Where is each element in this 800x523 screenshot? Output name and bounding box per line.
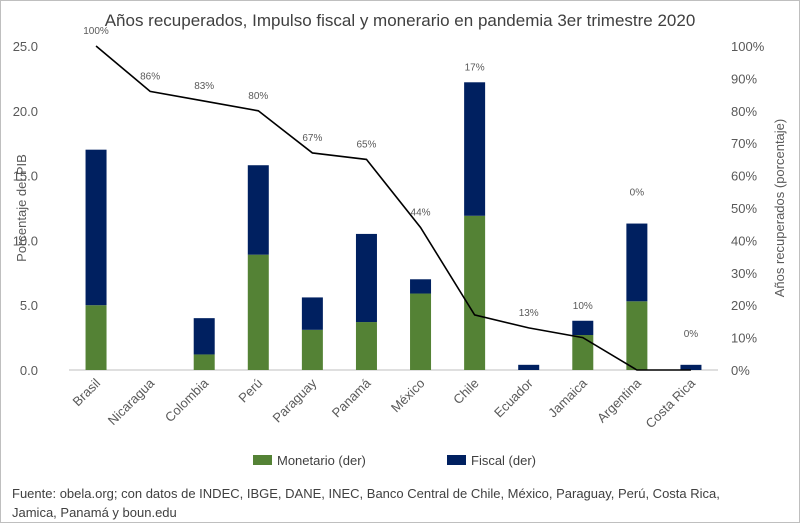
y-tick-label: 20.0 bbox=[13, 104, 38, 119]
bar-fiscal bbox=[355, 233, 377, 323]
y2-tick-label: 90% bbox=[731, 71, 757, 86]
category-label: Brasil bbox=[70, 375, 104, 409]
bar-monetario bbox=[85, 305, 107, 370]
y2-tick-label: 40% bbox=[731, 233, 757, 248]
line-data-label: 17% bbox=[465, 62, 485, 73]
source-note: Fuente: obela.org; con datos de INDEC, I… bbox=[12, 486, 720, 520]
chart-title: Años recuperados, Impulso fiscal y moner… bbox=[105, 11, 696, 30]
y-tick-label: 15.0 bbox=[13, 169, 38, 184]
line-series: 100% 86% 83% 80% 67% 65% 44% 17% 13% 10% 0% 0% bbox=[83, 26, 699, 371]
bar-fiscal bbox=[85, 149, 107, 306]
legend-label-monetario: Monetario (der) bbox=[277, 453, 366, 468]
legend-swatch-fiscal bbox=[447, 455, 466, 465]
line-data-label: 86% bbox=[140, 71, 160, 82]
category-label: Jamaica bbox=[545, 375, 590, 420]
line-data-label: 80% bbox=[248, 91, 268, 102]
bar-fiscal bbox=[410, 279, 432, 294]
y2-tick-label: 100% bbox=[731, 39, 765, 54]
bar-fiscal bbox=[518, 364, 540, 370]
y-tick-label: 25.0 bbox=[13, 39, 38, 54]
y-tick-label: 5.0 bbox=[20, 298, 38, 313]
line-data-label: 13% bbox=[519, 308, 539, 319]
y-tick-label: 0.0 bbox=[20, 363, 38, 378]
y2-axis-ticks: 0% 10% 20% 30% 40% 50% 60% 70% 80% 90% 100% bbox=[731, 39, 765, 378]
line-data-label: 83% bbox=[194, 81, 214, 92]
category-label: México bbox=[388, 376, 428, 416]
bar-monetario bbox=[301, 329, 323, 370]
line-anos-recuperados bbox=[95, 45, 691, 371]
line-data-label: 0% bbox=[684, 329, 699, 340]
y2-tick-label: 70% bbox=[731, 136, 757, 151]
line-data-label: 10% bbox=[573, 301, 593, 312]
y-axis-title: Porcentaje del PIB bbox=[14, 154, 29, 262]
category-label: Nicaragua bbox=[105, 375, 158, 428]
y2-tick-label: 50% bbox=[731, 201, 757, 216]
category-label: Ecuador bbox=[491, 375, 536, 420]
y-tick-label: 10.0 bbox=[13, 233, 38, 248]
category-label: Colombia bbox=[162, 375, 212, 425]
category-label: Argentina bbox=[594, 375, 645, 426]
bar-fiscal bbox=[193, 318, 215, 355]
legend: Monetario (der) Fiscal (der) bbox=[253, 453, 536, 468]
y2-tick-label: 80% bbox=[731, 104, 757, 119]
bar-fiscal bbox=[680, 364, 702, 370]
category-labels: Brasil Nicaragua Colombia Perú Paraguay Panam… bbox=[70, 375, 699, 431]
category-label: Chile bbox=[450, 376, 482, 408]
bar-monetario bbox=[193, 354, 215, 370]
line-data-label: 0% bbox=[630, 188, 645, 199]
y-axis-ticks: 0.0 5.0 10.0 15.0 20.0 25.0 bbox=[13, 39, 38, 378]
line-data-label: 65% bbox=[356, 139, 376, 150]
y2-tick-label: 10% bbox=[731, 331, 757, 346]
bar-fiscal bbox=[464, 82, 486, 216]
bar-monetario bbox=[572, 335, 594, 370]
bar-monetario bbox=[464, 215, 486, 370]
y2-tick-label: 30% bbox=[731, 266, 757, 281]
legend-swatch-monetario bbox=[253, 455, 272, 465]
bar-monetario bbox=[410, 293, 432, 370]
y2-tick-label: 0% bbox=[731, 363, 750, 378]
bar-monetario bbox=[626, 301, 648, 370]
category-label: Perú bbox=[235, 376, 265, 406]
category-label: Panamá bbox=[329, 375, 374, 420]
bar-fiscal bbox=[626, 223, 648, 302]
y2-tick-label: 60% bbox=[731, 169, 757, 184]
line-data-label: 100% bbox=[83, 26, 109, 37]
bar-fiscal bbox=[572, 320, 594, 336]
legend-label-fiscal: Fiscal (der) bbox=[471, 453, 536, 468]
line-data-label: 44% bbox=[411, 207, 431, 218]
y2-axis-title: Años recuperados (porcentaje) bbox=[772, 119, 787, 298]
bar-fiscal bbox=[301, 297, 323, 330]
category-label: Costa Rica bbox=[643, 375, 699, 431]
bar-series bbox=[85, 82, 702, 370]
bar-monetario bbox=[355, 322, 377, 370]
y2-tick-label: 20% bbox=[731, 298, 757, 313]
line-data-label: 67% bbox=[302, 133, 322, 144]
bar-fiscal bbox=[247, 165, 269, 255]
chart-svg: Años recuperados, Impulso fiscal y moner… bbox=[13, 11, 787, 468]
bar-monetario bbox=[247, 254, 269, 370]
category-label: Paraguay bbox=[270, 375, 320, 425]
